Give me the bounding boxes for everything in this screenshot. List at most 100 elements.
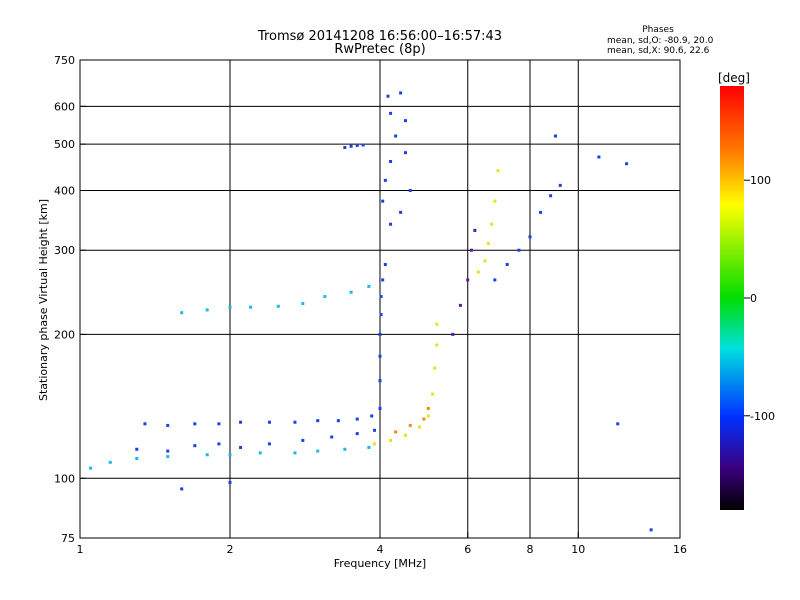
data-point xyxy=(301,438,305,442)
data-points xyxy=(89,91,653,532)
data-point xyxy=(403,151,407,155)
data-point xyxy=(205,453,209,457)
data-point xyxy=(361,143,365,147)
stats-header: Phases xyxy=(642,25,674,35)
data-point xyxy=(267,420,271,424)
data-point xyxy=(496,169,500,173)
x-axis-label: Frequency [MHz] xyxy=(334,557,426,570)
data-point xyxy=(239,445,243,449)
data-point xyxy=(193,422,197,426)
y-tick-label: 400 xyxy=(54,184,75,197)
data-point xyxy=(553,134,557,138)
data-point xyxy=(490,222,494,226)
data-point xyxy=(108,460,112,464)
data-point xyxy=(378,406,382,410)
x-tick-label: 2 xyxy=(227,543,234,556)
stats-line-o: mean, sd,O: -80.9, 20.0 xyxy=(607,36,714,46)
x-tick-label: 6 xyxy=(464,543,471,556)
x-tick-label: 8 xyxy=(527,543,534,556)
data-point xyxy=(135,447,139,451)
data-point xyxy=(383,263,387,267)
data-point xyxy=(166,423,170,427)
data-point xyxy=(486,241,490,245)
data-point xyxy=(249,305,253,309)
data-point xyxy=(367,284,371,288)
y-tick-label: 500 xyxy=(54,138,75,151)
data-point xyxy=(343,146,347,150)
data-point xyxy=(381,278,385,282)
data-point xyxy=(143,422,147,426)
colorbar-tick-label: 100 xyxy=(750,174,771,187)
data-point xyxy=(193,444,197,448)
data-point xyxy=(469,248,473,252)
data-point xyxy=(349,290,353,294)
y-tick-label: 75 xyxy=(61,532,75,545)
data-point xyxy=(616,422,620,426)
data-point xyxy=(389,159,393,163)
data-point xyxy=(166,455,170,459)
data-point xyxy=(355,143,359,147)
data-point xyxy=(258,451,262,455)
data-point xyxy=(466,278,470,282)
chart-subtitle: RwPretec (8p) xyxy=(334,42,425,57)
x-axis-ticks: 1 2 4 6 8 10 16 xyxy=(77,532,687,556)
data-point xyxy=(426,414,430,418)
y-tick-label: 200 xyxy=(54,328,75,341)
data-point xyxy=(367,445,371,449)
data-point xyxy=(378,332,382,336)
data-point xyxy=(408,188,412,192)
data-point xyxy=(389,438,393,442)
data-point xyxy=(379,313,383,317)
data-point xyxy=(597,155,601,159)
data-point xyxy=(417,425,421,429)
data-point xyxy=(205,308,209,312)
data-point xyxy=(403,433,407,437)
data-point xyxy=(89,466,93,470)
data-point xyxy=(355,432,359,436)
data-point xyxy=(435,322,439,326)
data-point xyxy=(549,194,553,198)
data-point xyxy=(517,248,521,252)
colorbar-tick-label: -100 xyxy=(750,410,775,423)
data-point xyxy=(180,487,184,491)
data-point xyxy=(217,422,221,426)
data-point xyxy=(422,417,426,421)
data-point xyxy=(378,354,382,358)
data-point xyxy=(239,420,243,424)
chart-title: Tromsø 20141208 16:56:00–16:57:43 xyxy=(257,29,502,44)
data-point xyxy=(378,379,382,383)
data-point xyxy=(451,332,455,336)
data-point xyxy=(373,442,377,446)
data-point xyxy=(267,442,271,446)
data-point xyxy=(276,304,280,308)
data-point xyxy=(355,417,359,421)
data-point xyxy=(228,453,232,457)
colorbar-label: [deg] xyxy=(718,71,750,85)
data-point xyxy=(135,456,139,460)
data-point xyxy=(330,435,334,439)
data-point xyxy=(493,199,497,203)
data-point xyxy=(370,414,374,418)
data-point xyxy=(349,144,353,148)
data-point xyxy=(458,303,462,307)
data-point xyxy=(373,428,377,432)
data-point xyxy=(433,366,437,370)
colorbar-tick-label: 0 xyxy=(750,292,757,305)
data-point xyxy=(383,178,387,182)
data-point xyxy=(399,210,403,214)
data-point xyxy=(403,119,407,123)
data-point xyxy=(483,259,487,263)
data-point xyxy=(435,343,439,347)
x-tick-label: 4 xyxy=(377,543,384,556)
y-tick-label: 100 xyxy=(54,472,75,485)
y-tick-label: 600 xyxy=(54,100,75,113)
data-point xyxy=(493,278,497,282)
data-point xyxy=(217,442,221,446)
data-point xyxy=(180,311,184,315)
data-point xyxy=(343,447,347,451)
data-point xyxy=(473,228,477,232)
x-tick-label: 16 xyxy=(673,543,687,556)
y-tick-label: 300 xyxy=(54,244,75,257)
data-point xyxy=(625,162,629,166)
x-tick-label: 10 xyxy=(571,543,585,556)
